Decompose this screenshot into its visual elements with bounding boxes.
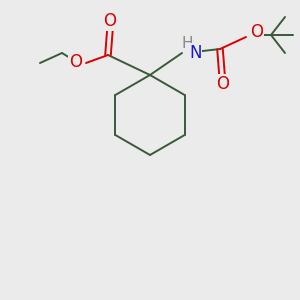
Text: N: N bbox=[189, 44, 202, 62]
Text: O: O bbox=[250, 23, 263, 41]
Text: O: O bbox=[69, 53, 82, 71]
Text: H: H bbox=[181, 37, 193, 52]
Text: O: O bbox=[103, 12, 116, 30]
Text: O: O bbox=[217, 75, 230, 93]
